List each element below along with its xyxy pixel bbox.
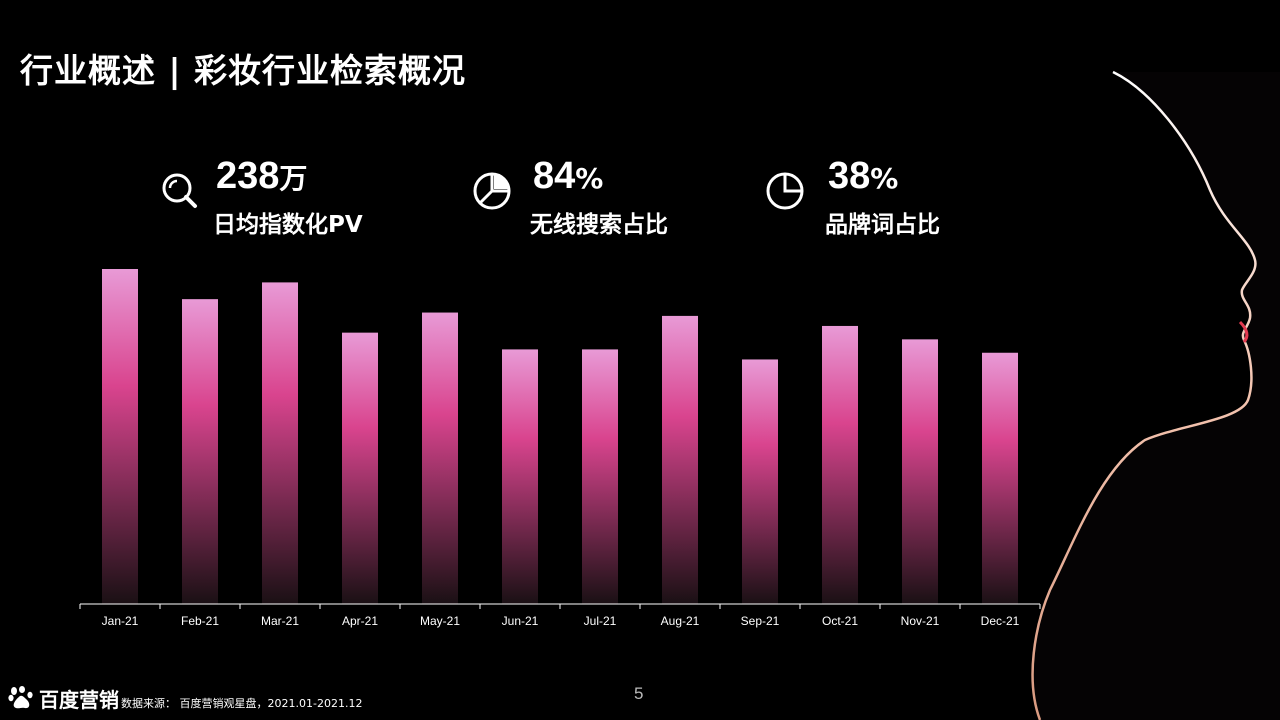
x-tick-label: May-21 xyxy=(420,614,460,628)
bar-Mar-21 xyxy=(262,282,298,604)
search-icon xyxy=(162,173,197,208)
x-tick-label: Feb-21 xyxy=(181,614,219,628)
bar-Jul-21 xyxy=(582,349,618,604)
bar-May-21 xyxy=(422,312,458,604)
bar-Dec-21 xyxy=(982,352,1018,604)
paw-icon xyxy=(8,686,33,709)
stat-mobile-share: 84% 无线搜索占比 xyxy=(473,155,697,245)
bar-Nov-21 xyxy=(902,339,938,604)
pie-chart-icon xyxy=(473,172,511,210)
x-tick-label: Mar-21 xyxy=(261,614,299,628)
x-tick-label: Jun-21 xyxy=(502,614,539,628)
page-title: 行业概述 | 彩妆行业检索概况 xyxy=(20,51,467,90)
x-tick-label: Nov-21 xyxy=(901,614,940,628)
bar-Oct-21 xyxy=(822,325,858,604)
stat-value: 238万 xyxy=(216,155,308,197)
bar-Sep-21 xyxy=(742,359,778,604)
x-tick-label: Jul-21 xyxy=(584,614,617,628)
pie-chart-icon xyxy=(766,172,804,210)
bar-Jan-21 xyxy=(102,269,138,604)
stat-label: 无线搜索占比 xyxy=(530,212,668,238)
x-tick-label: Apr-21 xyxy=(342,614,378,628)
x-tick-label: Sep-21 xyxy=(741,614,780,628)
stat-value: 38% xyxy=(828,155,899,197)
x-tick-label: Oct-21 xyxy=(822,614,858,628)
x-tick-label: Dec-21 xyxy=(981,614,1020,628)
stat-brand-share: 38% 品牌词占比 xyxy=(766,155,992,245)
bar-Jun-21 xyxy=(502,349,538,604)
stat-label: 品牌词占比 xyxy=(825,212,940,238)
x-tick-label: Jan-21 xyxy=(102,614,139,628)
bar-Feb-21 xyxy=(182,299,218,604)
stat-daily-pv: 238万 日均指数化PV xyxy=(160,155,380,245)
stat-label: 日均指数化PV xyxy=(213,212,363,238)
page-number: 5 xyxy=(634,684,644,703)
bar-Apr-21 xyxy=(342,332,378,604)
bar-Aug-21 xyxy=(662,315,698,604)
data-source-note: 数据来源： 百度营销观星盘，2021.01-2021.12 xyxy=(121,697,363,710)
brand-name: 百度营销 xyxy=(39,688,119,712)
x-tick-label: Aug-21 xyxy=(661,614,700,628)
stat-value: 84% xyxy=(533,155,604,197)
